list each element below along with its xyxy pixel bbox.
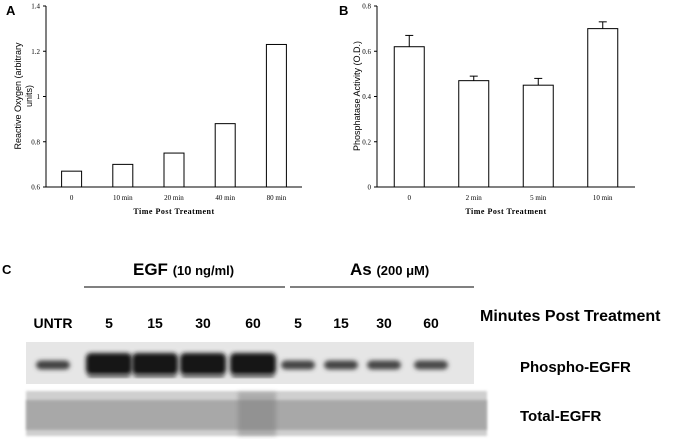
chart-b-axes: 0 0.2 0.4 0.6 0.8 0 2 min 5 min 10 min Time Post … [352,3,635,216]
blot-label-phospho: Phospho-EGFR [520,359,631,376]
chart-a-ytick-label: 1.4 [31,3,40,11]
chart-b-ytick-label: 0.2 [362,138,371,146]
chart-a-category-label: 0 [70,194,74,202]
chart-a-ytick-label: 1 [37,93,41,101]
panel-a: A 0.6 0.8 1 1.2 1.4 0 10 min 20 min 40 min 80 min… [6,3,302,216]
blot-band [414,360,448,370]
lane-label: 15 [333,315,349,331]
chart-b-category-label: 10 min [593,194,613,202]
blot-band [324,360,358,370]
chart-b-ytick-label: 0.4 [362,93,371,101]
lane-label: UNTR [34,315,73,331]
blot-band [367,360,401,370]
chart-b-bar [393,46,425,188]
blot-phospho [26,342,474,384]
chart-a-category-label: 40 min [215,194,235,202]
blot-band [281,360,315,370]
group-label-egf: EGF (10 ng/ml) [133,260,234,279]
chart-a-bar [163,152,185,188]
blot-band [36,360,70,370]
chart-b-category-label: 0 [408,194,412,202]
chart-a-bar [265,43,287,188]
blot-total-smear [238,392,276,436]
panel-letter-b: B [339,3,348,18]
blot-band [132,353,178,375]
chart-b-ytick-label: 0.8 [362,3,371,11]
lane-label: 30 [195,315,211,331]
chart-a-ytick-label: 1.2 [31,48,40,56]
chart-b-y-label: Phosphatase Activity (O.D.) [352,41,362,151]
minutes-post-treatment-label: Minutes Post Treatment [480,308,661,325]
lane-label: 60 [245,315,261,331]
panel-letter-c: C [2,262,12,277]
chart-b-category-label: 2 min [466,194,483,202]
chart-a-x-label: Time Post Treatment [133,207,214,216]
panel-c: C EGF (10 ng/ml) As (200 μM) UNTR 5 15 30 60… [2,260,661,436]
chart-a-category-label: 20 min [164,194,184,202]
chart-b-bar [587,28,619,188]
blot-band-lower [182,374,224,377]
blot-label-total: Total-EGFR [520,408,602,425]
chart-b-bar [458,80,490,188]
chart-a-category-label: 80 min [267,194,287,202]
chart-b-bar [522,84,554,188]
blot-band-lower [134,374,176,377]
lane-labels: UNTR 5 15 30 60 5 15 30 60 [34,315,439,331]
group-label-as: As (200 μM) [350,260,429,279]
chart-a-axes: 0.6 0.8 1 1.2 1.4 0 10 min 20 min 40 min 80 min Ti… [13,3,302,216]
chart-a-y-label: Reactive Oxygen (arbitraryunits) [13,42,34,150]
chart-a-bar [214,123,236,188]
panel-b: B 0 0.2 0.4 0.6 0.8 0 2 min 5 min 10 min Time Pos… [339,3,635,216]
blot-band-lower [88,374,130,377]
blot-band [180,353,226,375]
chart-b-ytick-label: 0.6 [362,48,371,56]
lane-label: 30 [376,315,392,331]
chart-b-ytick-label: 0 [368,184,372,192]
lane-label: 5 [105,315,113,331]
lane-label: 60 [423,315,439,331]
lane-label: 5 [294,315,302,331]
blot-band [230,353,276,375]
blot-band-lower [232,374,274,377]
panel-letter-a: A [6,3,16,18]
blot-band [86,353,132,375]
blot-total [26,391,487,436]
chart-a-category-label: 10 min [113,194,133,202]
lane-label: 15 [147,315,163,331]
chart-a-bar [61,170,83,188]
chart-a-ytick-label: 0.6 [31,184,40,192]
chart-a-bar [112,163,134,188]
chart-b-x-label: Time Post Treatment [465,207,546,216]
chart-a-ytick-label: 0.8 [31,138,40,146]
chart-b-category-label: 5 min [530,194,547,202]
